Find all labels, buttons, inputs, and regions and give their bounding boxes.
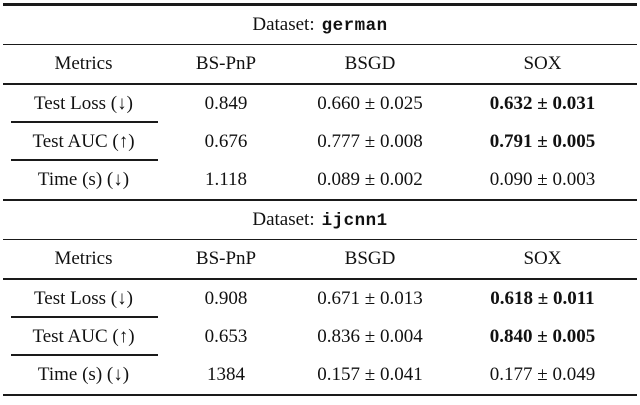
- table-row-ijcnn1-test-loss: Test Loss (↓) 0.908 0.671 ± 0.013 0.618 …: [0, 280, 640, 318]
- column-header-sox: SOX: [523, 248, 562, 270]
- dataset-title-row-ijcnn1: Dataset: ijcnn1: [0, 201, 640, 239]
- value-bs-pnp: 0.676: [204, 130, 248, 152]
- cline-under-metric: [11, 121, 158, 123]
- value-bsgd: 0.660 ± 0.025: [317, 92, 423, 114]
- table-row-german-time: Time (s) (↓) 1.118 0.089 ± 0.002 0.090 ±…: [0, 161, 640, 199]
- value-sox-best: 0.632 ± 0.031: [489, 92, 596, 114]
- table-row-german-test-loss: Test Loss (↓) 0.849 0.660 ± 0.025 0.632 …: [0, 85, 640, 123]
- metric-label: Test AUC (↑): [32, 325, 135, 347]
- metric-label-cell: Time (s) (↓): [5, 356, 162, 394]
- value-sox: 0.177 ± 0.049: [489, 363, 596, 385]
- bottom-rule: [3, 393, 637, 397]
- table-row-ijcnn1-test-auc: Test AUC (↑) 0.653 0.836 ± 0.004 0.840 ±…: [0, 318, 640, 356]
- rule-below-dataset-german: [3, 43, 637, 46]
- metric-label: Test AUC (↑): [32, 130, 135, 152]
- value-bs-pnp: 1384: [207, 363, 245, 385]
- section-divider-rule: [3, 198, 637, 201]
- header-row-ijcnn1: Metrics BS-PnP BSGD SOX: [0, 240, 640, 278]
- value-bs-pnp: 0.849: [204, 92, 248, 114]
- metric-label-cell: Test Loss (↓): [5, 85, 162, 123]
- cline-under-metric: [11, 354, 158, 356]
- table-row-ijcnn1-time: Time (s) (↓) 1384 0.157 ± 0.041 0.177 ± …: [0, 356, 640, 394]
- metric-label: Test Loss (↓): [34, 92, 133, 114]
- dataset-label: Dataset:: [252, 208, 315, 230]
- value-sox-best: 0.791 ± 0.005: [489, 130, 596, 152]
- value-bs-pnp: 0.653: [204, 325, 248, 347]
- metric-label-cell: Test AUC (↑): [5, 123, 162, 161]
- value-sox-best: 0.618 ± 0.011: [490, 287, 595, 309]
- rule-below-dataset-ijcnn1: [3, 238, 637, 241]
- value-bsgd: 0.777 ± 0.008: [317, 130, 423, 152]
- top-rule: [3, 3, 637, 6]
- value-bs-pnp: 1.118: [204, 168, 248, 190]
- header-row-german: Metrics BS-PnP BSGD SOX: [0, 45, 640, 83]
- dataset-title-row-german: Dataset: german: [0, 6, 640, 44]
- dataset-title: Dataset: ijcnn1: [252, 209, 387, 231]
- dataset-name-ijcnn1: ijcnn1: [321, 210, 388, 231]
- value-bsgd: 0.089 ± 0.002: [317, 168, 423, 190]
- column-header-bsgd: BSGD: [344, 53, 396, 75]
- cline-under-metric: [11, 316, 158, 318]
- column-header-metrics: Metrics: [54, 53, 113, 75]
- column-header-metrics: Metrics: [54, 248, 113, 270]
- column-header-bs-pnp: BS-PnP: [195, 53, 257, 75]
- dataset-label: Dataset:: [252, 13, 315, 35]
- metric-label: Test Loss (↓): [34, 287, 133, 309]
- rule-below-header-german: [3, 83, 637, 85]
- metric-label-cell: Time (s) (↓): [5, 161, 162, 199]
- column-header-sox: SOX: [523, 53, 562, 75]
- table-row-german-test-auc: Test AUC (↑) 0.676 0.777 ± 0.008 0.791 ±…: [0, 123, 640, 161]
- metric-label: Time (s) (↓): [37, 168, 130, 190]
- value-bs-pnp: 0.908: [204, 287, 248, 309]
- value-sox-best: 0.840 ± 0.005: [489, 325, 596, 347]
- rule-below-header-ijcnn1: [3, 278, 637, 280]
- value-bsgd: 0.671 ± 0.013: [317, 287, 423, 309]
- metric-label: Time (s) (↓): [37, 363, 130, 385]
- cline-under-metric: [11, 159, 158, 161]
- value-sox: 0.090 ± 0.003: [489, 168, 596, 190]
- dataset-name-german: german: [321, 15, 388, 36]
- column-header-bs-pnp: BS-PnP: [195, 248, 257, 270]
- value-bsgd: 0.836 ± 0.004: [317, 325, 423, 347]
- dataset-title: Dataset: german: [252, 14, 387, 36]
- value-bsgd: 0.157 ± 0.041: [317, 363, 423, 385]
- metric-label-cell: Test AUC (↑): [5, 318, 162, 356]
- metric-label-cell: Test Loss (↓): [5, 280, 162, 318]
- column-header-bsgd: BSGD: [344, 248, 396, 270]
